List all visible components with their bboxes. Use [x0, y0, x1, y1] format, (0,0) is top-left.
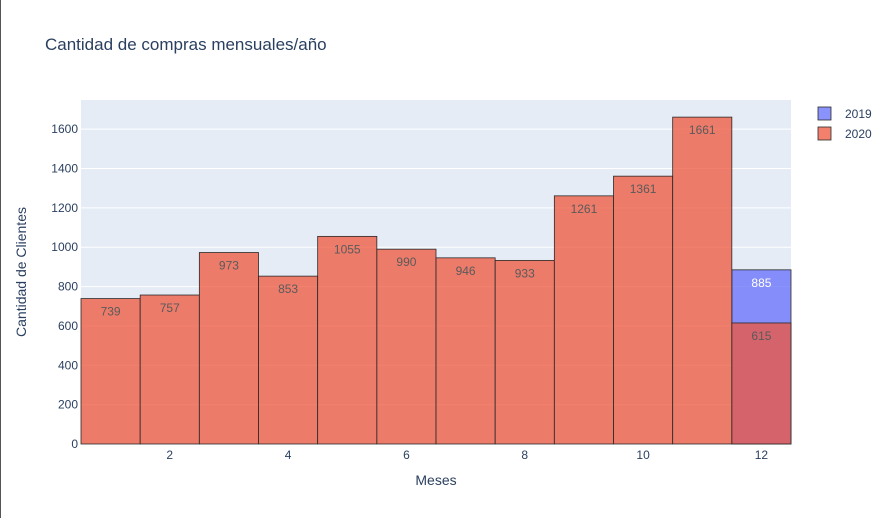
y-tick-label: 1400 [51, 161, 78, 175]
data-label: 1361 [630, 182, 657, 196]
bar-2020-9 [553, 195, 614, 445]
data-label: 739 [101, 305, 121, 319]
data-label: 946 [456, 264, 476, 278]
bar-2020-3 [198, 252, 259, 445]
x-axis-ticks: 2 4 6 8 10 12 [166, 448, 768, 462]
data-label: 757 [160, 301, 180, 315]
legend-swatch [817, 106, 832, 121]
data-label: 615 [751, 329, 771, 343]
data-label: 973 [219, 259, 239, 273]
y-tick-label: 1200 [51, 201, 78, 215]
bar-2020-5 [317, 235, 378, 445]
x-tick-label: 4 [285, 448, 292, 462]
y-axis-title: Cantidad de Clientes [13, 207, 29, 337]
bar-2020-4 [258, 275, 319, 445]
data-label: 990 [396, 255, 416, 269]
left-border [0, 0, 1, 518]
legend-item-2019[interactable]: 2019 [817, 106, 872, 121]
bar-2020-2 [139, 294, 200, 445]
bar-2020-10 [613, 175, 674, 445]
data-label: 1661 [689, 123, 716, 137]
data-labels: 885 739 757 973 853 1055 990 946 933 1261 1361 1661… [101, 123, 772, 343]
data-label: 853 [278, 282, 298, 296]
legend-swatch [817, 126, 832, 141]
y-tick-label: 800 [58, 280, 78, 294]
legend-item-2020[interactable]: 2020 [817, 126, 872, 141]
x-tick-label: 12 [755, 448, 769, 462]
bar-2020-1 [80, 298, 141, 445]
x-axis-title: Meses [415, 472, 456, 488]
y-tick-label: 1000 [51, 240, 78, 254]
x-tick-label: 2 [166, 448, 173, 462]
y-tick-label: 0 [71, 437, 78, 451]
y-tick-label: 400 [58, 358, 78, 372]
y-axis-ticks: 0 200 400 600 800 1000 1200 1400 1600 [51, 122, 78, 451]
bar-2020-8 [494, 259, 555, 445]
bars [80, 116, 792, 445]
x-tick-label: 8 [521, 448, 528, 462]
data-label: 1055 [334, 242, 361, 256]
chart-title: Cantidad de compras mensuales/año [45, 35, 327, 54]
data-label: 933 [515, 266, 535, 280]
y-tick-label: 1600 [51, 122, 78, 136]
x-tick-label: 10 [636, 448, 650, 462]
y-tick-label: 200 [58, 398, 78, 412]
x-tick-label: 6 [403, 448, 410, 462]
data-label: 1261 [571, 202, 598, 216]
legend[interactable]: 2019 2020 [817, 106, 872, 141]
bar-2020-7 [435, 257, 496, 445]
legend-label: 2019 [845, 107, 872, 121]
y-tick-label: 600 [58, 319, 78, 333]
legend-label: 2020 [845, 127, 872, 141]
bar-2020-6 [376, 248, 437, 445]
bar-2020-12 [731, 322, 792, 445]
bar-2020-11 [672, 116, 733, 445]
data-label: 885 [751, 276, 771, 290]
